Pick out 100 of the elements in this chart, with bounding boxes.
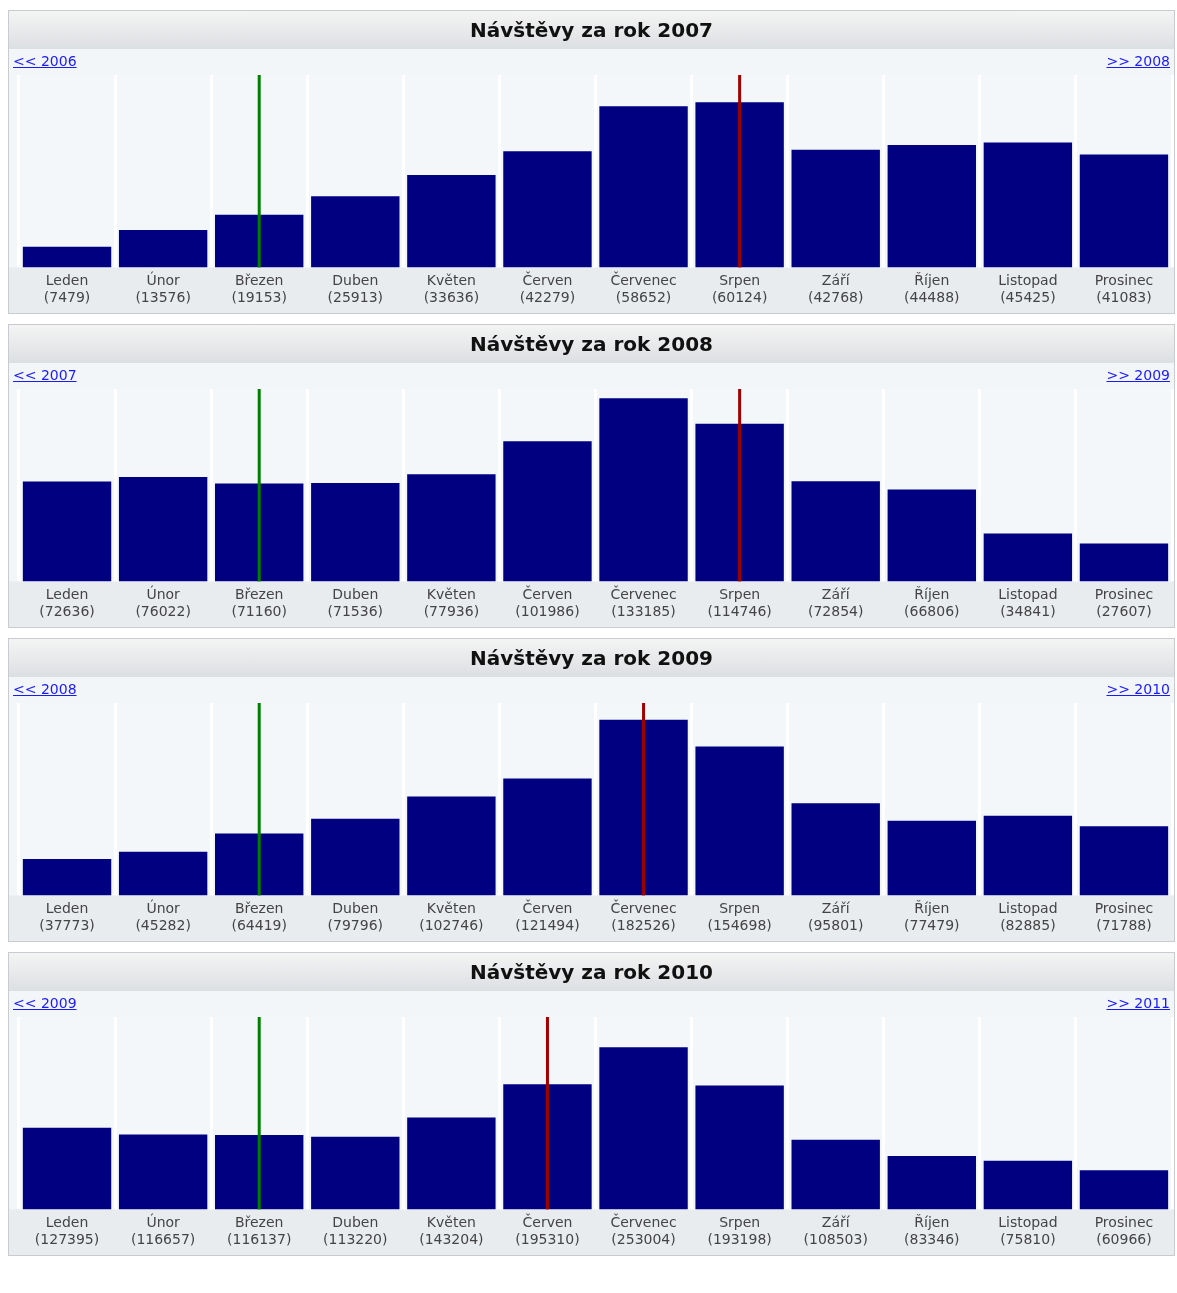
bar [22,246,112,268]
data-label: (193198) [707,1231,772,1248]
x-tick-label: Srpen [719,1214,761,1231]
x-tick-label: Březen [234,900,284,917]
data-label: (108503) [803,1231,868,1248]
data-label: (253004) [611,1231,676,1248]
data-label: (83346) [904,1231,960,1248]
bar [503,151,592,268]
bar [695,1085,784,1210]
x-tick-label: Říjen [914,900,950,917]
x-tick-label: Duben [332,272,379,289]
bar [215,833,304,896]
data-label: (143204) [419,1231,484,1248]
bar [118,851,208,896]
data-label: (101986) [515,603,580,620]
data-label: (64419) [231,917,287,934]
data-label: (79796) [327,917,384,934]
bar [791,803,880,896]
x-tick-label: Srpen [719,900,761,917]
bar [599,106,688,268]
x-tick-label: Červenec [610,585,677,603]
text: << 2009 [13,995,77,1011]
bar [599,1047,688,1210]
chart-title: Návštěvy za rok 2009 [9,639,1174,677]
bar [1079,543,1169,582]
x-tick-label: Září [821,900,851,917]
x-tick-label: Srpen [719,272,761,289]
x-tick-label: Listopad [998,586,1058,603]
bar [791,481,880,582]
data-label: (19153) [231,289,287,306]
data-label: (7479) [43,289,91,306]
bar [983,142,1073,268]
x-tick-label: Prosinec [1094,1214,1154,1231]
bar [407,174,496,268]
x-tick-label: Květen [426,586,476,603]
bar [118,476,208,582]
x-tick-label: Červenec [610,271,677,289]
chart-title: Návštěvy za rok 2010 [9,953,1174,991]
x-tick-label: Leden [45,272,89,289]
bar [215,214,304,268]
bar [887,489,976,582]
data-label: (58652) [615,289,672,306]
x-tick-label: Květen [426,1214,476,1231]
bar [599,719,688,896]
text: >> 2010 [1106,681,1170,697]
data-label: (77936) [423,603,480,620]
x-tick-label: Prosinec [1094,272,1154,289]
x-tick-label: Leden [45,1214,89,1231]
data-label: (95801) [807,917,864,934]
data-label: (154698) [707,917,772,934]
data-label: (113220) [323,1231,388,1248]
data-label: (72636) [39,603,95,620]
bar [22,1127,112,1210]
text: << 2007 [13,367,77,383]
bar [695,746,784,896]
text: >> 2011 [1106,995,1170,1011]
data-label: (133185) [611,603,676,620]
x-tick-label: Prosinec [1094,586,1154,603]
bar [1079,826,1169,896]
data-label: (60966) [1096,1231,1152,1248]
bar [599,398,688,582]
x-tick-label: Únor [146,585,181,603]
bar [503,778,592,896]
data-label: (71536) [327,603,384,620]
text: >> 2009 [1106,367,1170,383]
x-tick-label: Březen [234,1214,284,1231]
data-label: (66806) [904,603,960,620]
bar [983,1160,1073,1210]
data-label: (34841) [1000,603,1056,620]
x-tick-label: Listopad [998,1214,1058,1231]
x-tick-label: Březen [234,272,284,289]
x-tick-label: Únor [146,899,181,917]
bar [311,483,400,582]
data-label: (27607) [1096,603,1152,620]
bar [118,1134,208,1210]
bar [983,533,1073,582]
chart-title: Návštěvy za rok 2007 [9,11,1174,49]
x-tick-label: Říjen [914,1214,950,1231]
data-label: (114746) [707,603,772,620]
x-tick-label: Listopad [998,272,1058,289]
x-tick-label: Červen [522,1213,573,1231]
x-tick-label: Červen [522,899,573,917]
x-tick-label: Září [821,586,851,603]
bar [311,818,400,896]
data-label: (25913) [327,289,384,306]
bar [1079,154,1169,268]
bar [695,102,784,268]
data-label: (45425) [1000,289,1056,306]
data-label: (76022) [135,603,191,620]
text: << 2008 [13,681,77,697]
bar [118,230,208,268]
text: >> 2008 [1106,53,1170,69]
data-label: (71160) [231,603,287,620]
x-tick-label: Duben [332,1214,379,1231]
bar [22,481,112,582]
chart-title: Návštěvy za rok 2008 [9,325,1174,363]
data-label: (72854) [807,603,864,620]
bar [503,441,592,582]
x-tick-label: Září [821,1214,851,1231]
bar [22,859,112,896]
